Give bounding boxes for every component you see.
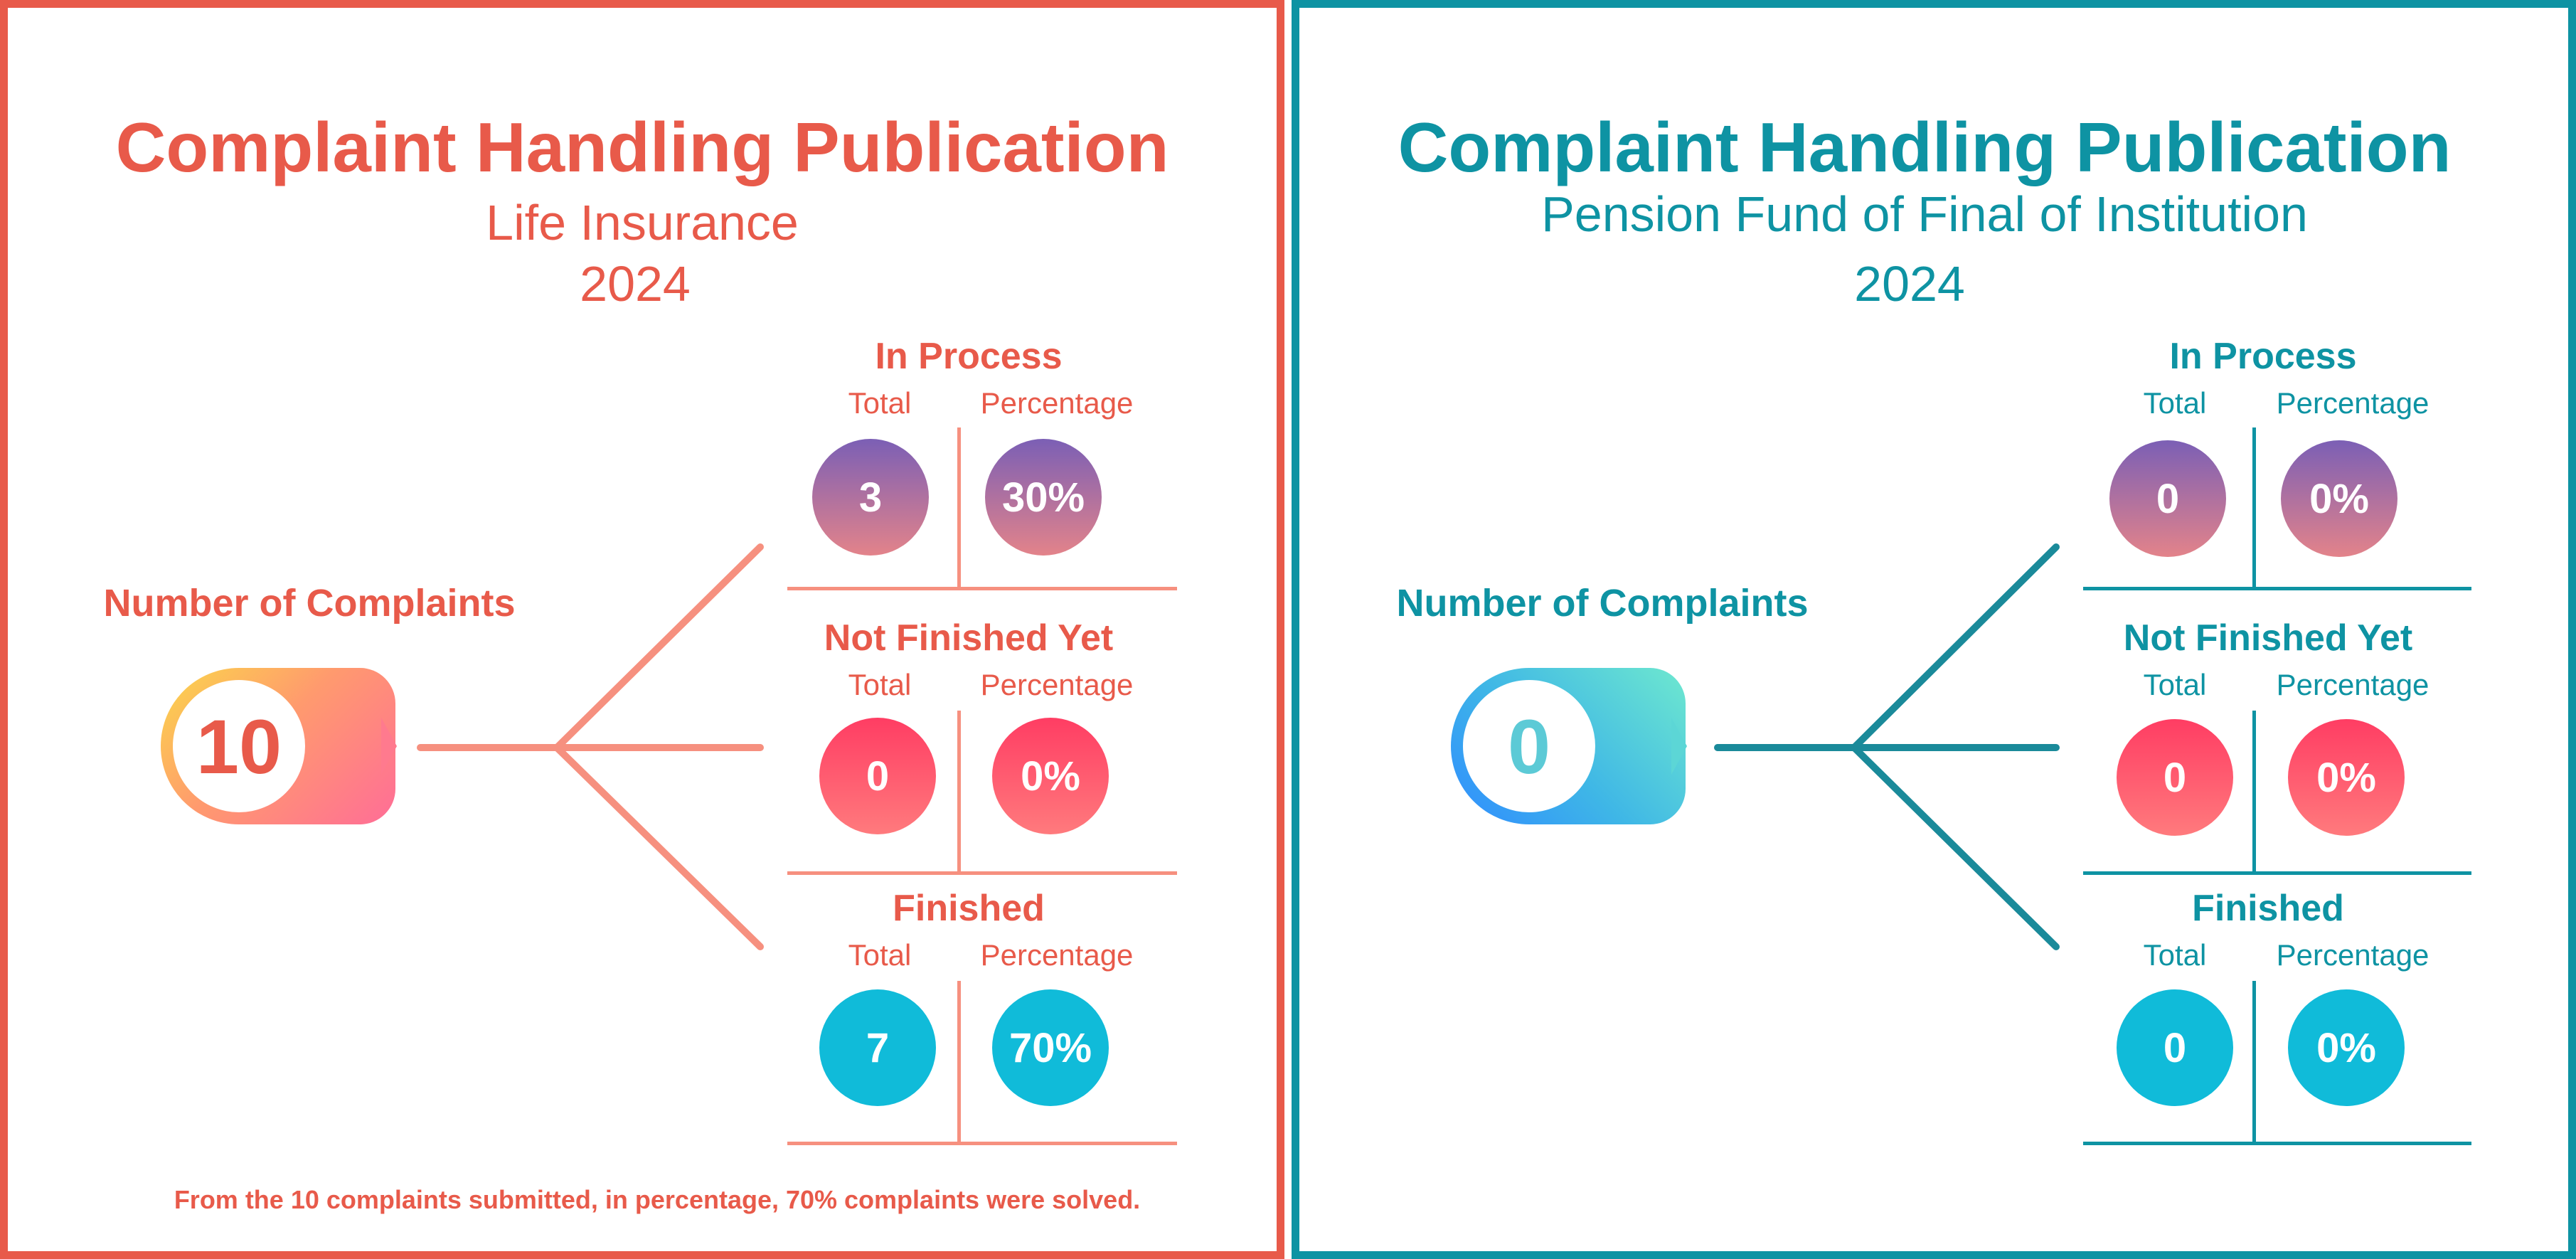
life-insurance-panel: Complaint Handling Publication Life Insu… xyxy=(0,0,1284,1259)
total-value-circle: 0 xyxy=(2109,440,2226,557)
total-value-circle: 7 xyxy=(819,989,936,1106)
percentage-label: Percentage xyxy=(2276,938,2429,972)
section-title: In Process xyxy=(875,336,1063,377)
branch-connector xyxy=(1714,543,2060,950)
number-of-complaints-label: Number of Complaints xyxy=(103,582,516,625)
section-divider xyxy=(2083,587,2471,590)
section-divider xyxy=(787,1142,1177,1145)
section-title: Not Finished Yet xyxy=(2123,617,2413,659)
complaint-count-value: 0 xyxy=(1463,680,1595,812)
panel-subtitle: Life Insurance xyxy=(486,195,799,250)
total-label: Total xyxy=(2143,668,2207,701)
column-divider xyxy=(957,711,961,874)
percentage-label: Percentage xyxy=(980,386,1134,420)
panel-subtitle: Pension Fund of Final of Institution xyxy=(1541,186,2308,242)
section-divider xyxy=(787,871,1177,875)
percentage-value-circle: 0% xyxy=(2281,440,2397,557)
total-label: Total xyxy=(2143,386,2207,420)
branch-connector xyxy=(417,543,764,950)
section-title: Finished xyxy=(893,888,1045,929)
panel-year: 2024 xyxy=(580,256,691,312)
percentage-label: Percentage xyxy=(2276,386,2429,420)
column-divider xyxy=(957,427,961,590)
total-label: Total xyxy=(848,938,912,972)
section-title: In Process xyxy=(2169,336,2357,377)
total-value-circle: 0 xyxy=(819,718,936,834)
percentage-label: Percentage xyxy=(980,938,1134,972)
total-label: Total xyxy=(848,668,912,701)
total-value-circle: 0 xyxy=(2117,989,2233,1106)
column-divider xyxy=(2252,711,2256,874)
section-divider xyxy=(2083,1142,2471,1145)
section-divider xyxy=(787,587,1177,590)
total-value-circle: 3 xyxy=(812,439,929,556)
panel-title: Complaint Handling Publication xyxy=(115,108,1169,186)
section-title: Finished xyxy=(2192,888,2344,929)
complaint-count-value: 10 xyxy=(173,680,305,812)
percentage-value-circle: 0% xyxy=(2288,989,2405,1106)
section-title: Not Finished Yet xyxy=(824,617,1114,659)
column-divider xyxy=(957,981,961,1144)
pension-fund-panel: Complaint Handling Publication Pension F… xyxy=(1292,0,2576,1259)
total-label: Total xyxy=(848,386,912,420)
summary-footnote: From the 10 complaints submitted, in per… xyxy=(174,1185,1141,1214)
panel-title: Complaint Handling Publication xyxy=(1398,108,2452,186)
percentage-label: Percentage xyxy=(2276,668,2429,701)
percentage-value-circle: 70% xyxy=(992,989,1109,1106)
panel-year: 2024 xyxy=(1854,256,1965,312)
percentage-value-circle: 30% xyxy=(985,439,1102,556)
section-divider xyxy=(2083,871,2471,875)
percentage-value-circle: 0% xyxy=(2288,719,2405,836)
column-divider xyxy=(2252,427,2256,590)
number-of-complaints-label: Number of Complaints xyxy=(1396,582,1809,625)
total-label: Total xyxy=(2143,938,2207,972)
column-divider xyxy=(2252,981,2256,1144)
total-value-circle: 0 xyxy=(2117,719,2233,836)
percentage-value-circle: 0% xyxy=(992,718,1109,834)
percentage-label: Percentage xyxy=(980,668,1134,701)
